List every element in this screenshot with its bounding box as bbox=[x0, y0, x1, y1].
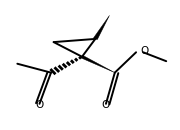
Polygon shape bbox=[81, 56, 115, 73]
Text: O: O bbox=[35, 100, 44, 110]
Text: O: O bbox=[140, 46, 148, 56]
Text: O: O bbox=[102, 100, 110, 110]
Polygon shape bbox=[93, 15, 109, 40]
